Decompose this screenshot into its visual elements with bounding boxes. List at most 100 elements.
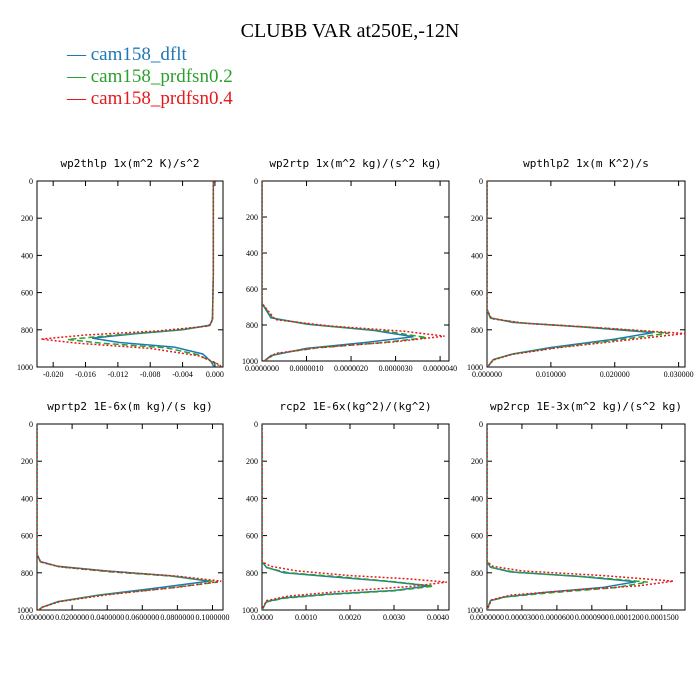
chart-title: rcp2 1E-6x(kg^2)/(kg^2) bbox=[279, 400, 431, 413]
y-tick-label: 800 bbox=[21, 569, 33, 578]
x-tick-label: 0.0040 bbox=[427, 613, 449, 622]
series-line-cam158_prdfsn0.2 bbox=[262, 181, 427, 361]
y-tick-label: 1000 bbox=[17, 606, 33, 615]
chart-panel-2: wp2rtp 1x(m^2 kg)/(s^2 kg) 0 200 400 600 800 1… bbox=[242, 157, 457, 373]
plot-frame bbox=[261, 423, 450, 611]
x-tick-label: 0.000000 bbox=[472, 370, 502, 379]
y-tick-label: 800 bbox=[246, 321, 258, 330]
x-tick-label: 0.0000000 bbox=[470, 613, 504, 622]
plot-frame bbox=[36, 180, 224, 368]
series-line-cam158_dflt bbox=[91, 181, 215, 367]
x-tick-label: 0.0000900 bbox=[575, 613, 609, 622]
series-line-cam158_prdfsn0.2 bbox=[487, 424, 648, 610]
y-tick-label: 0 bbox=[479, 420, 483, 429]
x-tick-label: 0.000 bbox=[206, 370, 224, 379]
series-line-cam158_prdfsn0.4 bbox=[37, 424, 222, 610]
x-tick-label: 0.0000040 bbox=[423, 364, 457, 373]
x-tick-label: -0.008 bbox=[140, 370, 161, 379]
series-line-cam158_prdfsn0.2 bbox=[67, 181, 220, 367]
x-tick-label: -0.004 bbox=[172, 370, 193, 379]
y-tick-label: 0 bbox=[479, 177, 483, 186]
x-tick-label: 0.0001500 bbox=[645, 613, 679, 622]
x-tick-label: 0.0600000 bbox=[125, 613, 159, 622]
x-tick-label: 0.0000000 bbox=[20, 613, 54, 622]
series-line-cam158_dflt bbox=[487, 424, 637, 610]
chart-panel-1: wp2thlp 1x(m^2 K)/s^2 0 200 400 600 800 1000 -0… bbox=[17, 157, 224, 379]
x-tick-label: 0.0000010 bbox=[290, 364, 324, 373]
x-tick-label: 0.0000000 bbox=[245, 364, 279, 373]
series-line-cam158_dflt bbox=[487, 181, 654, 367]
x-tick-label: -0.020 bbox=[43, 370, 64, 379]
y-tick-label: 600 bbox=[471, 289, 483, 298]
y-tick-label: 400 bbox=[21, 251, 33, 260]
legend-entry-prdfsn0-4: — cam158_prdfsn0.4 bbox=[67, 88, 233, 109]
x-tick-label: 0.0000 bbox=[251, 613, 273, 622]
series-line-cam158_dflt bbox=[37, 424, 210, 610]
chart-panel-4: wprtp2 1E-6x(m kg)/(s kg) 0 200 400 600 800 10… bbox=[17, 400, 229, 622]
y-tick-label: 200 bbox=[471, 457, 483, 466]
x-tick-label: -0.012 bbox=[108, 370, 129, 379]
y-tick-label: 0 bbox=[29, 420, 33, 429]
y-tick-label: 600 bbox=[246, 532, 258, 541]
x-tick-label: 0.0030 bbox=[383, 613, 405, 622]
chart-title: wp2rtp 1x(m^2 kg)/(s^2 kg) bbox=[269, 157, 441, 170]
series-line-cam158_dflt bbox=[262, 181, 414, 361]
y-tick-label: 600 bbox=[21, 289, 33, 298]
y-tick-label: 800 bbox=[246, 569, 258, 578]
y-tick-label: 1000 bbox=[242, 606, 258, 615]
series-line-cam158_prdfsn0.2 bbox=[262, 424, 434, 610]
y-tick-label: 1000 bbox=[467, 363, 483, 372]
y-tick-label: 600 bbox=[246, 285, 258, 294]
y-tick-label: 400 bbox=[246, 249, 258, 258]
chart-title: wp2thlp 1x(m^2 K)/s^2 bbox=[60, 157, 199, 170]
series-line-cam158_prdfsn0.4 bbox=[262, 181, 445, 361]
plot-frame bbox=[486, 423, 686, 611]
y-tick-label: 200 bbox=[21, 214, 33, 223]
x-tick-label: 0.1000000 bbox=[195, 613, 229, 622]
x-tick-label: 0.0000030 bbox=[379, 364, 413, 373]
series-line-cam158_dflt bbox=[262, 424, 430, 610]
chart-title: wp2rcp 1E-3x(m^2 kg)/(s^2 kg) bbox=[490, 400, 682, 413]
y-tick-label: 1000 bbox=[467, 606, 483, 615]
x-tick-label: 0.0200000 bbox=[55, 613, 89, 622]
y-tick-label: 800 bbox=[21, 326, 33, 335]
plot-frame bbox=[36, 423, 224, 611]
y-tick-label: 200 bbox=[21, 457, 33, 466]
y-tick-label: 0 bbox=[254, 420, 258, 429]
legend-entry-dflt: — cam158_dflt bbox=[67, 44, 187, 65]
y-tick-label: 200 bbox=[471, 214, 483, 223]
series-line-cam158_prdfsn0.4 bbox=[487, 181, 685, 367]
y-tick-label: 1000 bbox=[242, 357, 258, 366]
chart-panel-6: wp2rcp 1E-3x(m^2 kg)/(s^2 kg) 0 200 400 600 8… bbox=[467, 400, 686, 622]
x-tick-label: 0.030000 bbox=[664, 370, 694, 379]
chart-title: wprtp2 1E-6x(m kg)/(s kg) bbox=[47, 400, 213, 413]
x-tick-label: 0.0000020 bbox=[334, 364, 368, 373]
series-line-cam158_prdfsn0.2 bbox=[37, 424, 218, 610]
x-tick-label: 0.0010 bbox=[295, 613, 317, 622]
y-tick-label: 400 bbox=[471, 494, 483, 503]
x-tick-label: 0.020000 bbox=[600, 370, 630, 379]
x-tick-label: 0.0000600 bbox=[540, 613, 574, 622]
x-tick-label: 0.0400000 bbox=[90, 613, 124, 622]
x-tick-label: 0.0001200 bbox=[610, 613, 644, 622]
series-line-cam158_prdfsn0.4 bbox=[487, 424, 674, 610]
x-tick-label: -0.016 bbox=[75, 370, 96, 379]
series-line-cam158_prdfsn0.4 bbox=[262, 424, 447, 610]
legend-entry-prdfsn0-2: — cam158_prdfsn0.2 bbox=[67, 66, 233, 87]
y-tick-label: 400 bbox=[471, 251, 483, 260]
y-tick-label: 200 bbox=[246, 213, 258, 222]
y-tick-label: 600 bbox=[471, 532, 483, 541]
plot-frame bbox=[486, 180, 686, 368]
chart-panel-3: wpthlp2 1x(m K^2)/s 0 200 400 600 800 10000.00… bbox=[467, 157, 694, 379]
y-tick-label: 600 bbox=[21, 532, 33, 541]
figure-title: CLUBB VAR at250E,-12N bbox=[240, 20, 460, 42]
y-tick-label: 400 bbox=[21, 494, 33, 503]
y-tick-label: 800 bbox=[471, 326, 483, 335]
y-tick-label: 800 bbox=[471, 569, 483, 578]
x-tick-label: 0.0020 bbox=[339, 613, 361, 622]
x-tick-label: 0.0000300 bbox=[505, 613, 539, 622]
x-tick-label: 0.010000 bbox=[536, 370, 566, 379]
y-tick-label: 400 bbox=[246, 494, 258, 503]
y-tick-label: 0 bbox=[29, 177, 33, 186]
